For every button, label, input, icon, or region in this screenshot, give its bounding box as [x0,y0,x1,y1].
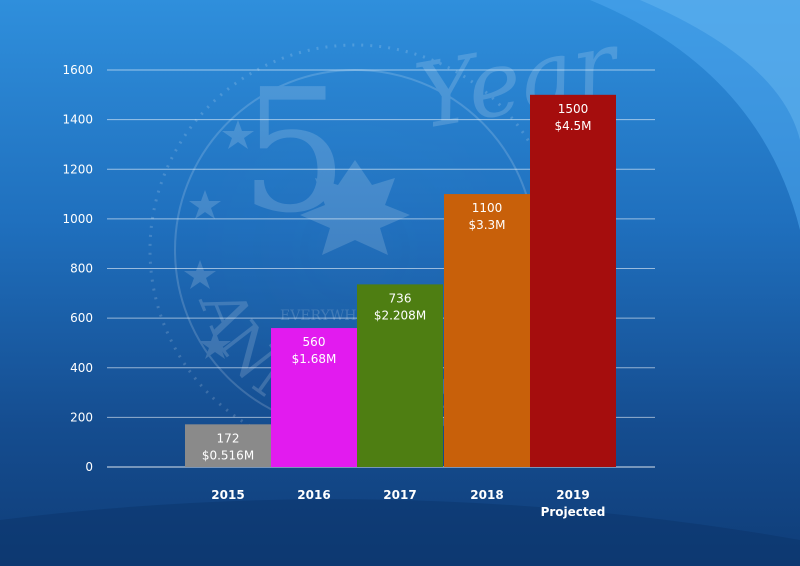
bar [271,328,357,467]
bar-amount-label: $0.516M [202,448,254,462]
bar-value-label: 560 [303,335,326,349]
bar-value-label: 1500 [558,102,589,116]
bar-amount-label: $2.208M [374,308,426,322]
y-tick-label: 1400 [62,113,93,127]
bar-amount-label: $3.3M [468,218,505,232]
x-tick-label: 2016 [297,488,330,502]
y-tick-label: 1200 [62,162,93,176]
bar [357,284,443,467]
y-tick-label: 800 [70,262,93,276]
y-tick-label: 600 [70,311,93,325]
bar-value-label: 172 [217,431,240,445]
x-tick-label: 2017 [383,488,416,502]
bar-amount-label: $4.5M [554,119,591,133]
bar [444,194,530,467]
seal-number: 5 [240,53,348,251]
bar-value-label: 1100 [472,201,503,215]
leaf-emblem [300,160,410,255]
x-tick-label: 2015 [211,488,244,502]
y-tick-label: 1000 [62,212,93,226]
y-tick-label: 200 [70,410,93,424]
seal-stars [184,120,254,359]
y-tick-label: 400 [70,361,93,375]
x-tick-sublabel: Projected [541,505,606,519]
y-tick-label: 0 [85,460,93,474]
y-tick-label: 1600 [62,63,93,77]
bar [185,424,271,467]
y-axis: 0 200 400 600 800 1000 1200 1400 1600 [62,63,93,474]
x-axis: 2015 2016 2017 2018 2019 Projected [211,488,605,519]
x-tick-label: 2019 [556,488,589,502]
bar [530,94,616,467]
bar-series: 172 $0.516M 560 $1.68M 736 $2.208M 1100 $3.3M 15… [185,94,616,467]
x-tick-label: 2018 [470,488,503,502]
bar-value-label: 736 [389,291,412,305]
bar-amount-label: $1.68M [292,352,337,366]
